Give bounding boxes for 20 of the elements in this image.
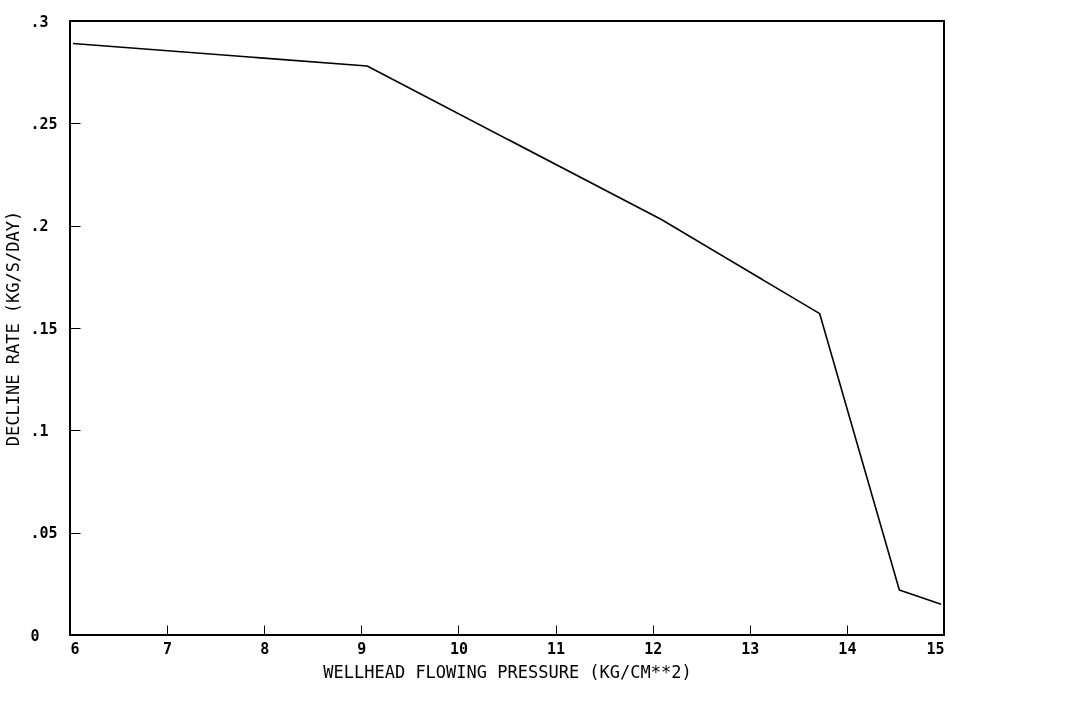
x-tick-label: 14 [838,639,857,658]
y-tick-label: 0 [30,626,40,645]
y-tick-label: .05 [30,524,58,543]
line-series [72,42,942,606]
x-tick-label: 11 [547,639,566,658]
x-tick-label: 15 [926,639,945,658]
x-axis-title: WELLHEAD FLOWING PRESSURE (KG/CM**2) [323,661,692,682]
x-tick-label: 8 [260,639,270,658]
x-tick-label: 10 [449,639,468,658]
x-tick-label: 9 [357,639,367,658]
x-tick-label: 6 [70,639,80,658]
y-tick-label: .25 [30,114,58,133]
y-tick-label: .15 [30,319,58,338]
x-tick-label: 7 [163,639,173,658]
x-tick-label: 12 [644,639,663,658]
y-tick-label: .2 [30,217,49,236]
y-tick-label: .1 [30,421,49,440]
y-tick-label: .3 [30,12,49,31]
y-axis-title: DECLINE RATE (KG/S/DAY) [2,210,23,447]
x-tick-label: 13 [741,639,760,658]
